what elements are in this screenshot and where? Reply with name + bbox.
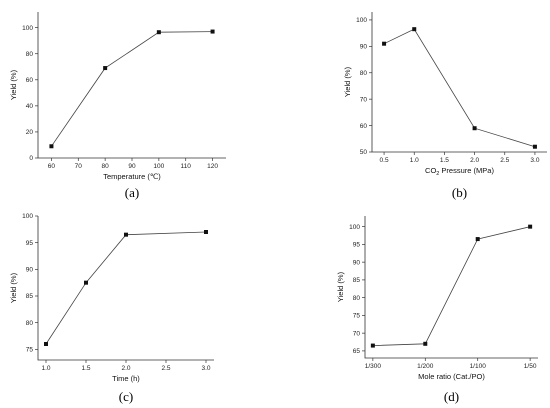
panel-d-y-tick-label: 90	[353, 259, 361, 266]
chart-a: 0 20 40 60 80 100 60 70 80 90 100 110 120 Yield (%) Te…	[9, 12, 226, 200]
panel-d-x-tick-label: 1/50	[524, 363, 537, 370]
panel-b-x-tick-label: 2.0	[470, 157, 479, 164]
panel-c-data-point	[204, 230, 208, 234]
panel-d-series-line	[372, 226, 531, 346]
panel-b-data-point	[472, 126, 477, 131]
panel-d-data-point	[528, 224, 533, 229]
panel-c-y-tick-label: 85	[26, 293, 34, 300]
panel-d-y-tick-label: 95	[353, 242, 361, 249]
panel-b-x-axis-label: CO2 Pressure (MPa)	[425, 166, 494, 177]
panel-d-caption: (d)	[444, 389, 459, 404]
panel-b-data-point	[382, 41, 387, 46]
panel-d-x-tick-label: 1/200	[417, 363, 434, 370]
panel-a-y-tick-label: 60	[26, 77, 34, 84]
panel-a-data-point	[49, 144, 54, 149]
panel-a-y-tick-label: 100	[22, 25, 33, 32]
panel-b-y-tick-label: 80	[360, 70, 368, 77]
chart-d: 65 70 75 80 85 90 95 100 1/300 1/200 1/100 1/50 Yiel…	[336, 216, 538, 404]
panel-d-y-tick-label: 85	[353, 277, 361, 284]
panel-a-y-tick-label: 80	[26, 51, 34, 58]
panel-a: 0 20 40 60 80 100 60 70 80 90 100 110 120 Yield (%) Te…	[0, 0, 275, 204]
panel-b-data-point	[532, 144, 537, 149]
panel-b-series-line	[383, 28, 536, 148]
panel-a-y-tick-label: 20	[26, 129, 34, 136]
chart-b: 50 60 70 80 90 100 0.5 1.0 1.5 2.0 2.5 3.0 Yield (%)…	[343, 12, 547, 200]
panel-b-y-tick-label: 50	[360, 149, 368, 156]
panel-b-y-axis-label: Yield (%)	[343, 66, 352, 97]
panel-d-y-tick-label: 100	[349, 224, 360, 231]
panel-c-series-line	[45, 231, 207, 345]
panel-a-series-line	[51, 31, 213, 147]
panel-c-y-axis-label: Yield (%)	[9, 272, 18, 303]
panel-d-axes	[364, 216, 538, 359]
panel-c-x-tick-label: 3.0	[201, 365, 210, 372]
panel-c: 75 80 85 90 95 100 1.0 1.5 2.0 2.5 3.0 Yield (%) Tim…	[0, 204, 275, 408]
panel-d-data-point	[370, 343, 375, 348]
panel-a-data-point	[156, 30, 161, 35]
panel-b-caption: (b)	[452, 185, 467, 200]
panel-d-x-axis-label: Mole ratio (Cat./PO)	[418, 372, 485, 381]
panel-b-y-tick-label: 90	[360, 44, 368, 51]
panel-c-y-tick-label: 95	[26, 240, 34, 247]
panel-a-x-tick-label: 100	[153, 163, 164, 170]
panel-a-x-tick-label: 110	[181, 163, 192, 170]
panel-c-y-tick-label: 100	[22, 213, 33, 220]
panel-c-x-tick-label: 2.5	[161, 365, 170, 372]
panel-c-caption: (c)	[119, 389, 133, 404]
panel-d: 65 70 75 80 85 90 95 100 1/300 1/200 1/100 1/50 Yiel…	[275, 204, 550, 408]
panel-a-x-tick-label: 70	[75, 163, 83, 170]
panel-c-x-tick-label: 1.0	[41, 365, 50, 372]
panel-c-x-tick-label: 1.5	[81, 365, 90, 372]
panel-b-x-tick-label: 1.0	[410, 157, 419, 164]
panel-c-y-tick-label: 75	[26, 347, 34, 354]
panel-c-y-tick-label: 80	[26, 320, 34, 327]
panel-a-y-tick-label: 40	[26, 103, 34, 110]
panel-c-data-point	[84, 280, 88, 285]
panel-d-data-point	[423, 341, 428, 346]
panel-a-data-point	[210, 29, 215, 34]
panel-d-y-tick-label: 70	[353, 330, 361, 337]
panel-a-axes	[37, 12, 226, 159]
chart-c: 75 80 85 90 95 100 1.0 1.5 2.0 2.5 3.0 Yield (%) Tim…	[9, 213, 214, 404]
panel-a-caption: (a)	[125, 185, 139, 200]
panel-b-x-tick-label: 0.5	[380, 157, 389, 164]
panel-a-y-axis-label: Yield (%)	[9, 69, 18, 100]
panel-d-x-tick-label: 1/100	[470, 363, 487, 370]
panel-b-y-tick-label: 60	[360, 123, 368, 130]
panel-d-data-point	[475, 237, 480, 242]
panel-d-y-axis-label: Yield (%)	[336, 271, 345, 302]
panel-c-x-tick-label: 2.0	[121, 365, 130, 372]
panel-d-y-tick-label: 75	[353, 313, 361, 320]
panel-b: 50 60 70 80 90 100 0.5 1.0 1.5 2.0 2.5 3.0 Yield (%)…	[275, 0, 550, 204]
panel-b-data-point	[412, 27, 417, 32]
panel-b-x-tick-label: 2.5	[500, 157, 509, 164]
panel-c-x-axis-label: Time (h)	[112, 374, 140, 383]
panel-b-x-tick-label: 3.0	[530, 157, 539, 164]
panel-c-data-point	[44, 342, 48, 346]
panel-b-y-tick-label: 70	[360, 96, 368, 103]
panel-a-x-tick-label: 90	[128, 163, 136, 170]
panel-d-y-tick-label: 65	[353, 348, 361, 355]
panel-c-y-tick-label: 90	[26, 267, 34, 274]
panel-d-x-tick-label: 1/300	[365, 363, 382, 370]
panel-a-x-axis-label: Temperature (℃)	[103, 172, 161, 181]
panel-a-x-tick-label: 60	[48, 163, 56, 170]
panel-a-data-point	[103, 66, 108, 71]
panel-c-axes	[37, 216, 214, 361]
panel-a-y-tick-label: 0	[29, 155, 33, 162]
panel-a-x-tick-label: 120	[207, 163, 218, 170]
panel-b-axes	[371, 12, 547, 153]
panel-b-x-tick-label: 1.5	[440, 157, 449, 164]
panel-c-data-point	[124, 232, 128, 237]
panel-b-y-tick-label: 100	[356, 17, 367, 24]
panel-a-x-tick-label: 80	[102, 163, 110, 170]
panel-d-y-tick-label: 80	[353, 295, 361, 302]
